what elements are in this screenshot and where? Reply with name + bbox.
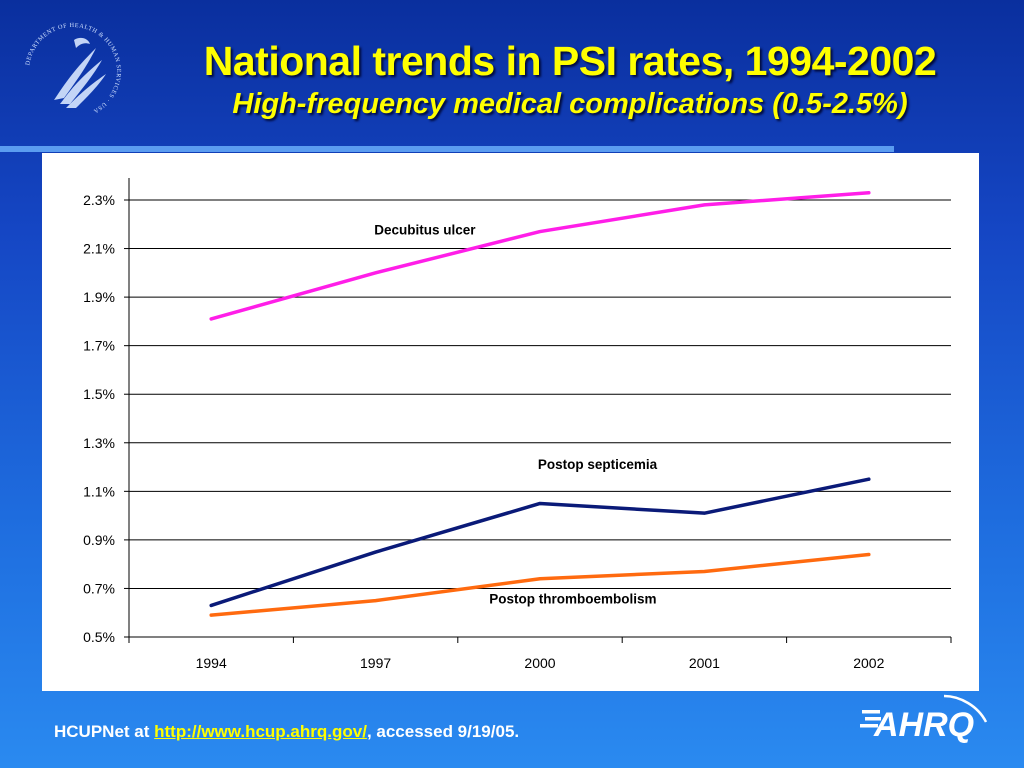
slide-title: National trends in PSI rates, 1994-2002 [203, 38, 937, 84]
x-tick-label: 1997 [360, 655, 391, 671]
x-tick-label: 1994 [196, 655, 227, 671]
source-footer: HCUPNet at http://www.hcup.ahrq.gov/, ac… [54, 722, 519, 742]
line-chart: 0.5% 0.7% 0.9% 1.1% 1.3% 1.5% 1.7% 1.9% 2.1% 2.3%… [83, 178, 952, 671]
data-point [867, 552, 871, 556]
data-point [209, 603, 213, 607]
data-point [702, 511, 706, 515]
x-tick-label: 2002 [853, 655, 884, 671]
data-point [702, 203, 706, 207]
data-point [374, 599, 378, 603]
series-line [209, 190, 871, 321]
data-point [538, 501, 542, 505]
seal-text: DEPARTMENT OF HEALTH & HUMAN SERVICES · … [24, 22, 121, 115]
y-tick-label: 1.3% [83, 435, 115, 451]
footer-suffix: , accessed 9/19/05. [366, 722, 520, 741]
series-line [209, 477, 871, 608]
ahrq-logo-text: AHRQ [873, 706, 974, 744]
footer-prefix: HCUPNet at [54, 722, 155, 741]
y-tick-label: 1.9% [83, 289, 115, 305]
x-tick-label: 2000 [524, 655, 555, 671]
data-point [702, 569, 706, 573]
data-point [374, 271, 378, 275]
series-label: Postop thromboembolism [489, 591, 656, 606]
y-tick-label: 2.1% [83, 241, 115, 257]
ahrq-logo-icon: AHRQ [860, 694, 988, 744]
y-tick-label: 1.1% [83, 483, 115, 499]
slide-subtitle: High-frequency medical complications (0.… [232, 88, 908, 120]
data-point [538, 577, 542, 581]
series-label: Postop septicemia [538, 457, 658, 472]
y-tick-label: 2.3% [83, 192, 115, 208]
data-point [867, 191, 871, 195]
title-divider [0, 146, 894, 152]
series-label: Decubitus ulcer [374, 222, 476, 237]
y-tick-label: 1.5% [83, 386, 115, 402]
svg-text:DEPARTMENT OF HEALTH & HUMAN S: DEPARTMENT OF HEALTH & HUMAN SERVICES · … [24, 22, 122, 115]
data-point [374, 550, 378, 554]
chart-panel: 0.5% 0.7% 0.9% 1.1% 1.3% 1.5% 1.7% 1.9% 2.1% 2.3%… [42, 153, 979, 691]
data-point [209, 613, 213, 617]
data-point [209, 317, 213, 321]
y-tick-label: 0.9% [83, 532, 115, 548]
y-tick-label: 0.7% [83, 580, 115, 596]
x-tick-label: 2001 [689, 655, 720, 671]
y-tick-label: 0.5% [83, 629, 115, 645]
source-link[interactable]: http://www.hcup.ahrq.gov/ [154, 722, 367, 741]
y-tick-label: 1.7% [83, 338, 115, 354]
data-point [538, 230, 542, 234]
hhs-eagle-seal-icon: DEPARTMENT OF HEALTH & HUMAN SERVICES · … [24, 22, 122, 115]
data-point [867, 477, 871, 481]
